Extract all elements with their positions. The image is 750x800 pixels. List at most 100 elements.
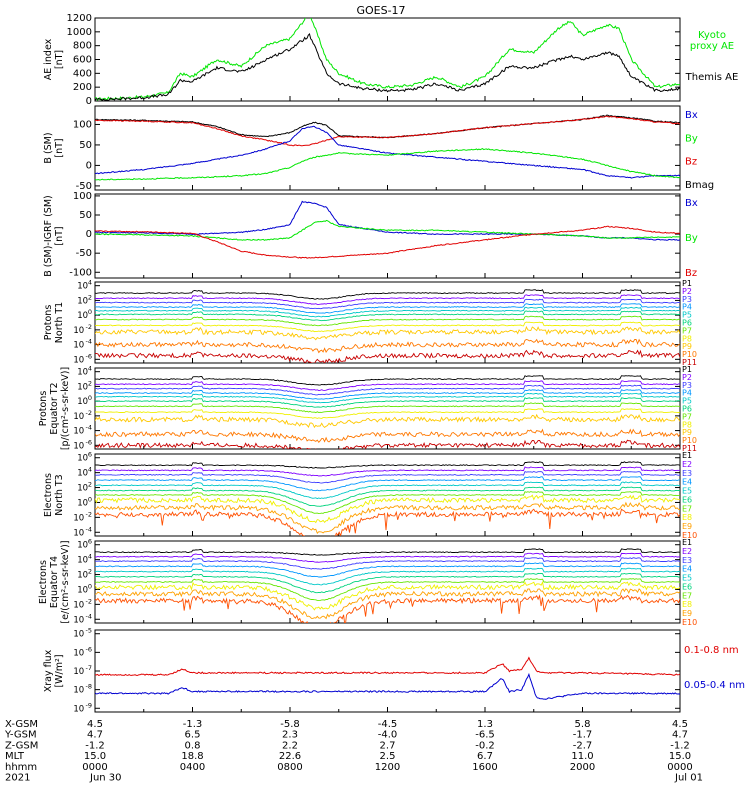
legend-entry: E8 (682, 600, 692, 609)
legend-entry: P9 (682, 428, 692, 437)
channel-line (95, 494, 680, 524)
legend-entry: Bx (685, 110, 698, 121)
y-tick-label: -810 (73, 683, 92, 696)
legend-entry: E9 (682, 609, 692, 618)
channel-line (95, 572, 680, 594)
tick-exponent: -6 (86, 352, 92, 360)
y-tick-label: 800 (73, 41, 92, 52)
channel-line (95, 508, 680, 536)
ephemeris-value: 15.0 (84, 751, 106, 762)
y-tick-label: 610 (77, 451, 92, 464)
channel-line (95, 298, 680, 310)
ephemeris-value: -2.7 (573, 740, 593, 751)
ephemeris-value: -1.3 (183, 719, 203, 730)
ephemeris-value: 2.7 (380, 740, 396, 751)
channel-line (95, 289, 680, 300)
tick-base: 10 (77, 541, 88, 551)
plot-area (95, 114, 680, 181)
tick-base: 10 (77, 498, 88, 508)
panel-frame (94, 17, 681, 102)
tick-base: 10 (73, 648, 84, 658)
channel-line (95, 402, 680, 414)
channel-line (95, 303, 680, 314)
legend-entry: P9 (682, 342, 692, 351)
ephemeris-value: -4.0 (378, 730, 398, 741)
y-tick-label: 410 (77, 553, 92, 566)
legend-entry: E3 (682, 469, 692, 478)
legend-entry: P10 (682, 350, 697, 359)
ephemeris-value: 2000 (570, 762, 595, 773)
ephemeris-value: 6.5 (185, 730, 201, 741)
series-line (95, 33, 680, 101)
channel-line (95, 310, 680, 322)
legend-entry: P7 (682, 412, 692, 421)
tick-exponent: 4 (88, 365, 92, 373)
tick-exponent: 4 (88, 553, 92, 561)
tick-base: 10 (73, 412, 84, 422)
y-axis-label: [nT] (54, 226, 65, 245)
ephemeris-value: 22.6 (279, 751, 301, 762)
legend-entry: P7 (682, 326, 692, 335)
y-tick-label: 0 (86, 229, 92, 240)
ephemeris-value: 0400 (180, 762, 205, 773)
y-tick-label: 100 (73, 119, 92, 130)
y-axis-label: AE index (43, 38, 54, 80)
panel-xray: Xray flux [W/m²] 0.1-0.8 nm 0.05-0.4 nm (43, 629, 745, 713)
channel-line (95, 306, 680, 318)
legend-entry: E5 (682, 487, 692, 496)
tick-base: 10 (73, 355, 84, 365)
channel-line (95, 594, 680, 623)
channel-line (95, 501, 680, 535)
tick-base: 10 (73, 615, 84, 625)
channel-line (95, 384, 680, 396)
channel-line (95, 588, 680, 620)
legend-entry: Themis AE (685, 72, 739, 83)
y-axis-label: B (SM)-IGRF (SM) (43, 195, 54, 277)
series-line (95, 115, 680, 147)
ephemeris-row-label: X-GSM (5, 719, 38, 730)
legend-entry: E2 (682, 460, 692, 469)
channel-line (95, 567, 680, 586)
legend-entry: P2 (682, 373, 692, 382)
panel-electrons_t4: Electrons Equator T4 [e/(cm²-s-sr-keV)] E1E… (38, 538, 697, 627)
legend-entry: P2 (682, 287, 692, 296)
y-tick-label: 0 (86, 160, 92, 171)
ephemeris-value: 2.3 (282, 730, 298, 741)
legend-entry: E8 (682, 513, 692, 522)
legend-entry: P11 (682, 358, 697, 367)
legend-entry: E1 (682, 451, 692, 460)
ephemeris-value: -1.7 (573, 730, 593, 741)
legend-entry: P6 (682, 405, 692, 414)
series-line (95, 200, 680, 241)
tick-base: 10 (73, 513, 84, 523)
tick-base: 10 (77, 311, 88, 321)
y-tick-label: 50 (79, 140, 92, 151)
panel-frame (94, 367, 681, 450)
y-tick-label: -710 (73, 664, 92, 677)
channel-line (95, 380, 680, 391)
y-tick-label: 610 (77, 538, 92, 551)
y-tick-label: 200 (73, 82, 92, 93)
y-tick-label: 400 (73, 68, 92, 79)
y-tick-label: -610 (73, 352, 92, 365)
legend-entry: By (685, 233, 698, 244)
legend-entry: P8 (682, 334, 692, 343)
panel-frame (94, 629, 681, 713)
legend-entry: proxy AE (690, 41, 734, 52)
ephemeris-value: 1600 (472, 762, 497, 773)
channel-line (95, 428, 680, 444)
legend-entry: P3 (682, 295, 692, 304)
chart-title: GOES-17 (356, 4, 405, 17)
ephemeris-value: 18.8 (181, 751, 203, 762)
y-axis-label: [p/(cm²-s-sr-keV)] (60, 367, 71, 450)
channel-line (95, 408, 680, 419)
tick-exponent: -9 (86, 701, 92, 709)
legend-entry: P1 (682, 279, 692, 288)
ephemeris-value: 2.2 (282, 740, 298, 751)
legend-entry: P4 (682, 303, 692, 312)
legend-entry: P5 (682, 311, 692, 320)
channel-line (95, 471, 680, 484)
